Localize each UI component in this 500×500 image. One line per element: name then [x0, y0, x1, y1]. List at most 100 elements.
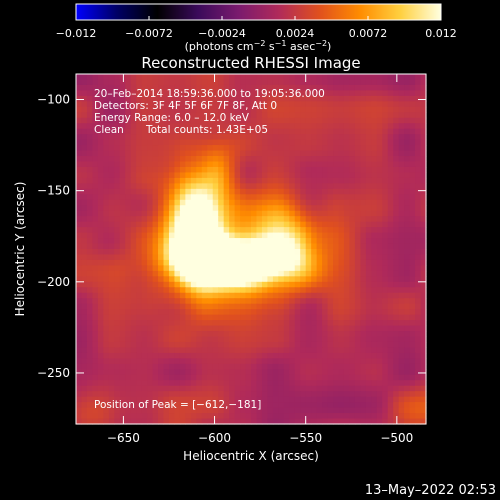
heatmap-cell: [333, 259, 340, 267]
heatmap-cell: [179, 123, 186, 130]
heatmap-cell: [343, 90, 351, 97]
heatmap-cell: [376, 128, 383, 135]
heatmap-cell: [86, 292, 94, 299]
heatmap-cell: [92, 374, 99, 381]
heatmap-cell: [311, 123, 318, 130]
heatmap-cell: [179, 210, 186, 217]
heatmap-cell: [343, 287, 351, 294]
heatmap-cell: [196, 161, 203, 168]
heatmap-cell: [163, 352, 170, 359]
heatmap-cell: [256, 347, 263, 354]
heatmap-cell: [158, 254, 165, 261]
heatmap-cell: [300, 205, 307, 212]
heatmap-cell: [393, 396, 400, 403]
heatmap-cell: [163, 128, 170, 135]
heatmap-cell: [185, 150, 192, 157]
heatmap-cell: [229, 101, 236, 108]
chart-title: Reconstructed RHESSI Image: [141, 54, 360, 72]
heatmap-cell: [365, 413, 372, 420]
heatmap-cell: [158, 194, 165, 201]
heatmap-cell: [245, 194, 252, 201]
heatmap-cell: [245, 292, 252, 299]
heatmap-cell: [327, 95, 334, 102]
heatmap-cell: [420, 227, 427, 234]
heatmap-cell: [289, 199, 296, 206]
heatmap-cell: [97, 199, 104, 206]
heatmap-cell: [305, 341, 312, 349]
heatmap-cell: [86, 243, 94, 250]
heatmap-cell: [415, 216, 422, 223]
heatmap-cell: [229, 238, 236, 245]
heatmap-cell: [147, 265, 154, 272]
heatmap-cell: [289, 150, 296, 157]
heatmap-cell: [333, 281, 340, 288]
heatmap-cell: [185, 188, 192, 195]
heatmap-cell: [343, 363, 351, 370]
heatmap-cell: [141, 177, 148, 184]
heatmap-cell: [256, 303, 263, 310]
heatmap-cell: [119, 336, 126, 343]
heatmap-cell: [322, 166, 329, 174]
heatmap-cell: [212, 259, 219, 267]
heatmap-cell: [360, 194, 367, 201]
heatmap-cell: [256, 205, 263, 212]
heatmap-cell: [382, 341, 389, 349]
heatmap-cell: [229, 259, 236, 267]
heatmap-cell: [240, 79, 247, 86]
heatmap-cell: [125, 369, 132, 376]
heatmap-cell: [349, 210, 356, 217]
heatmap-cell: [190, 281, 197, 288]
heatmap-cell: [229, 276, 236, 283]
heatmap-cell: [283, 117, 290, 124]
heatmap-cell: [365, 298, 372, 305]
heatmap-cell: [108, 259, 115, 267]
heatmap-cell: [201, 249, 208, 256]
heatmap-cell: [278, 292, 285, 299]
heatmap-cell: [289, 287, 296, 294]
heatmap-cell: [108, 287, 115, 294]
heatmap-cell: [152, 232, 159, 239]
heatmap-cell: [305, 145, 312, 152]
heatmap-cell: [300, 177, 307, 184]
heatmap-cell: [283, 216, 290, 223]
heatmap-cell: [343, 270, 351, 277]
heatmap-cell: [272, 101, 279, 108]
heatmap-cell: [168, 413, 176, 420]
heatmap-cell: [76, 156, 83, 163]
heatmap-cell: [223, 106, 230, 113]
heatmap-cell: [229, 128, 236, 135]
heatmap-cell: [311, 101, 318, 108]
heatmap-cell: [158, 145, 165, 152]
heatmap-cell: [212, 112, 219, 119]
time-range-label: 20–Feb–2014 18:59:36.000 to 19:05:36.000: [94, 88, 325, 100]
heatmap-cell: [398, 292, 405, 299]
heatmap-cell: [108, 374, 115, 381]
heatmap-cell: [327, 177, 334, 184]
heatmap-cell: [360, 183, 367, 190]
heatmap-cell: [114, 106, 121, 113]
heatmap-cell: [283, 95, 290, 102]
heatmap-cell: [125, 95, 132, 102]
heatmap-cell: [360, 270, 367, 277]
heatmap-cell: [349, 369, 356, 376]
heatmap-cell: [86, 413, 94, 420]
heatmap-cell: [92, 79, 99, 86]
heatmap-cell: [119, 227, 126, 234]
heatmap-cell: [245, 249, 252, 256]
heatmap-cell: [76, 194, 83, 201]
heatmap-cell: [311, 325, 318, 332]
heatmap-cell: [136, 418, 143, 425]
heatmap-cell: [311, 309, 318, 316]
heatmap-cell: [272, 161, 279, 168]
heatmap-cell: [152, 79, 159, 86]
heatmap-cell: [327, 183, 334, 190]
heatmap-cell: [300, 369, 307, 376]
heatmap-cell: [305, 254, 312, 261]
heatmap-cell: [420, 298, 427, 305]
heatmap-cell: [354, 166, 361, 174]
heatmap-cell: [141, 232, 148, 239]
heatmap-cell: [125, 150, 132, 157]
heatmap-cell: [245, 363, 252, 370]
heatmap-cell: [76, 128, 83, 135]
heatmap-cell: [256, 101, 263, 108]
